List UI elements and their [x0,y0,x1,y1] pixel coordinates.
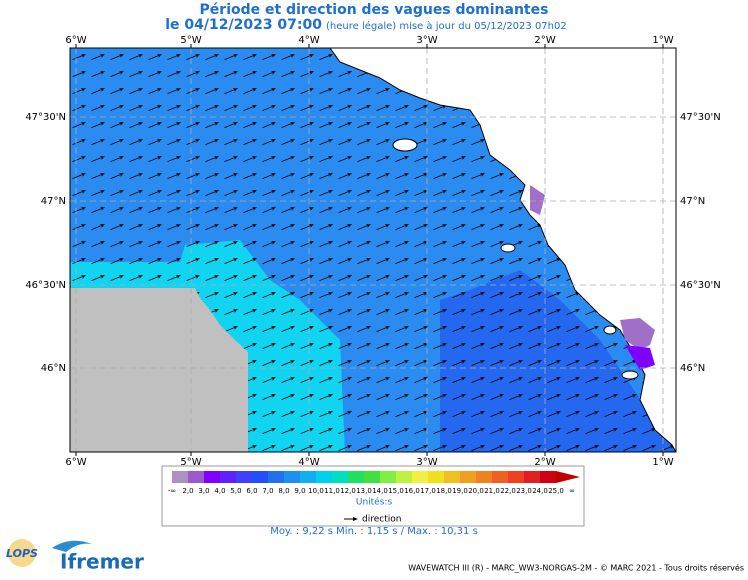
colorbar-label: 8,0 [278,487,289,495]
colorbar-label: 21,0 [484,487,500,495]
lon-label: 4°W [298,457,319,468]
colorbar-label: 22,0 [500,487,516,495]
credit: WAVEWATCH III (R) - MARC_WW3-NORGAS-2M -… [408,563,744,573]
lat-label: 47°N [680,196,705,207]
stats: Moy. : 9,22 s Min. : 1,15 s / Max. : 10,… [270,526,478,537]
direction-arrow-head [353,517,358,521]
colorbar-bin [396,471,413,483]
lat-label: 46°N [680,363,705,374]
direction: direction [362,515,401,525]
island [392,138,418,152]
lon-label: 6°W [65,457,86,468]
colorbar-label: 19,0 [452,487,468,495]
land [329,48,676,452]
frame [69,47,677,453]
colorbar-bin [332,471,349,483]
colorbar-bin [380,471,397,483]
colorbar-bin [460,471,477,483]
colorbar-label: 11,0 [324,487,340,495]
colorbar-label: 20,0 [468,487,484,495]
colorbar-label: 25,0 [548,487,564,495]
logo-ifremer: Ifremer [60,550,144,574]
colorbar-label: 10,0 [308,487,324,495]
colorbar-label: 4,0 [214,487,225,495]
colorbar-bin [364,471,381,483]
colorbar-bin [492,471,509,483]
colorbar-label: 17,0 [420,487,436,495]
unit: Unités:s [356,497,393,508]
colorbar-label: -∞ [168,487,176,495]
lat-label: 46°30'N [680,280,721,291]
colorbar-tip [556,471,580,483]
estuary [625,345,655,370]
estuary [530,185,545,215]
colorbar-bin [284,471,301,483]
estuary [620,318,655,350]
lon-label: 3°W [416,35,437,46]
colorbar-label: 9,0 [294,487,305,495]
colorbar-bin [300,471,317,483]
colorbar-label: 24,0 [532,487,548,495]
colorbar-label: 12,0 [340,487,356,495]
colorbar-label: ∞ [569,487,575,495]
lon-label: 1°W [652,35,673,46]
no-data [70,288,248,452]
colorbar-bin [316,471,333,483]
colorbar-label: 6,0 [246,487,257,495]
lon-label: 5°W [180,35,201,46]
colorbar-bin [540,471,557,483]
map [70,48,676,452]
colorbar-bin [428,471,445,483]
title: Période et direction des vagues dominant… [200,2,549,18]
lat-label: 47°N [41,196,66,207]
colorbar-label: 16,0 [404,487,420,495]
colorbar-label: 23,0 [516,487,532,495]
lon-label: 1°W [652,457,673,468]
island [603,325,617,335]
lon-label: 3°W [416,457,437,468]
lon-label: 6°W [65,35,86,46]
lat-label: 47°30'N [680,112,721,123]
island [621,370,639,380]
lon-label: 4°W [298,35,319,46]
colorbar-bin [252,471,269,483]
colorbar-label: 14,0 [372,487,388,495]
lat-label: 46°N [41,363,66,374]
lon-label: 2°W [534,35,555,46]
lon-label: 5°W [180,457,201,468]
colorbar-label: 2,0 [182,487,193,495]
lon-label: 2°W [534,457,555,468]
colorbar-bin [444,471,461,483]
colorbar-bin [236,471,253,483]
logo-lops-bg [8,539,36,567]
colorbar-bin [412,471,429,483]
date: le 04/12/2023 07:00 [165,17,322,33]
colorbar-bin [188,471,205,483]
lat-label: 46°30'N [25,280,66,291]
logo-lops: LOPS [6,547,38,560]
colorbar-bin [172,471,189,483]
colorbar-label: 5,0 [230,487,241,495]
colorbar-label: 7,0 [262,487,273,495]
colorbar-label: 3,0 [198,487,209,495]
island [500,243,516,253]
colorbar-bin [348,471,365,483]
colorbar-bin [268,471,285,483]
colorbar-bin [204,471,221,483]
colorbar-bin [476,471,493,483]
update: (heure légale) mise à jour du 05/12/2023… [326,20,567,32]
colorbar-bin [508,471,525,483]
logo-wave [52,540,92,552]
colorbar-bin [220,471,237,483]
colorbar-bin [524,471,541,483]
lat-label: 47°30'N [25,112,66,123]
colorbar-label: 15,0 [388,487,404,495]
colorbar-label: 18,0 [436,487,452,495]
colorbar-label: 13,0 [356,487,372,495]
